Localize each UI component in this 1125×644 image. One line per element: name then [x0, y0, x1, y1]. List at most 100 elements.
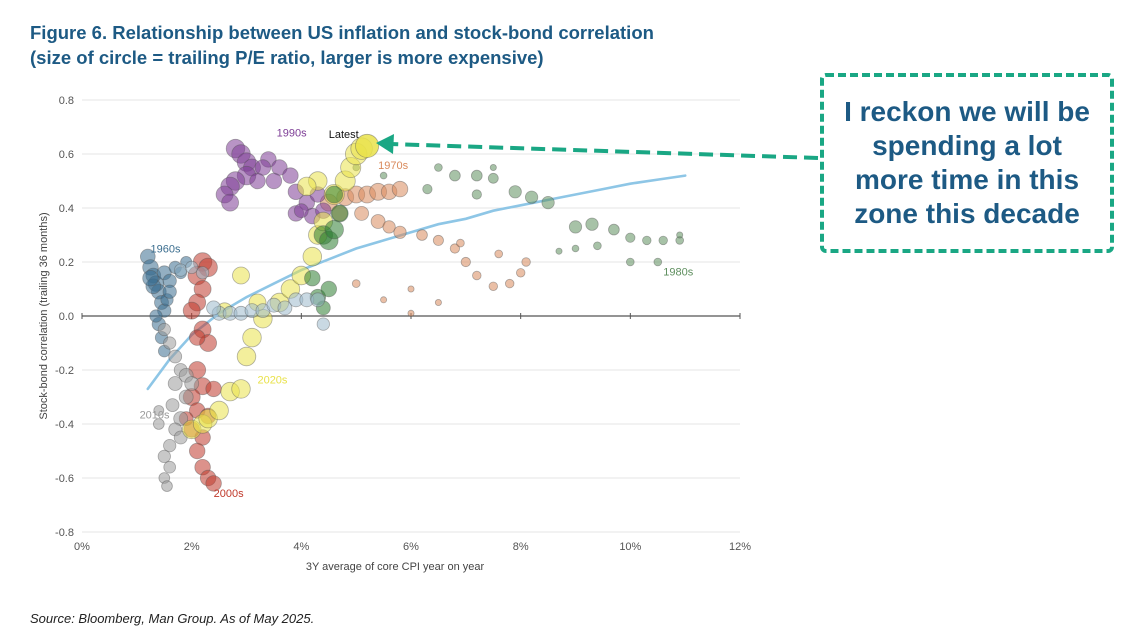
- annotation-line-1: I reckon we will be: [844, 96, 1090, 127]
- data-point: [196, 266, 210, 280]
- data-point: [391, 180, 409, 198]
- annotation-line-3: more time in this: [854, 164, 1080, 195]
- data-point: [472, 270, 482, 281]
- data-point: [325, 185, 344, 204]
- data-point: [505, 278, 515, 289]
- data-point: [393, 225, 407, 239]
- data-point: [351, 279, 361, 288]
- data-point: [304, 270, 321, 287]
- series-label: 2000s: [214, 488, 244, 500]
- data-point: [521, 257, 531, 267]
- data-point: [407, 309, 415, 317]
- data-point: [460, 256, 471, 268]
- data-point: [174, 263, 188, 277]
- data-point: [320, 280, 338, 298]
- data-point: [161, 480, 173, 492]
- data-point: [422, 184, 433, 195]
- data-point: [488, 281, 499, 292]
- data-point: [508, 185, 522, 199]
- y-tick-label: 0.4: [59, 203, 74, 215]
- data-point: [163, 460, 177, 474]
- data-point: [470, 169, 483, 182]
- data-point: [449, 243, 460, 254]
- source-note: Source: Bloomberg, Man Group. As of May …: [30, 611, 315, 626]
- data-point: [370, 214, 386, 229]
- y-tick-label: -0.4: [55, 419, 74, 431]
- data-point: [209, 400, 229, 421]
- data-point: [173, 411, 189, 427]
- y-tick-label: -0.8: [55, 527, 74, 539]
- data-point: [585, 217, 599, 231]
- data-point: [188, 442, 206, 460]
- x-axis-label: 3Y average of core CPI year on year: [306, 561, 485, 573]
- annotation-line-4: zone this decade: [854, 198, 1080, 229]
- data-point: [205, 380, 222, 398]
- data-point: [302, 246, 323, 267]
- data-point: [254, 159, 272, 176]
- y-tick-label: 0.8: [59, 95, 74, 107]
- data-point: [153, 418, 165, 430]
- data-point: [153, 405, 165, 416]
- y-axis-label: Stock-bond correlation (trailing 36 mont…: [38, 212, 50, 419]
- data-point: [379, 171, 388, 180]
- series-label: Latest: [329, 129, 359, 141]
- data-point: [658, 235, 668, 246]
- data-point: [163, 438, 177, 453]
- callout-arrow-line: [389, 142, 819, 160]
- data-point: [231, 379, 251, 399]
- axes: -0.8 -0.6 -0.4 -0.2 0.0 0.2 0.4 0.6 0.8 0% 2% 4% 6% 8…: [55, 95, 751, 553]
- data-point: [608, 223, 620, 236]
- data-point: [380, 296, 388, 304]
- data-point: [355, 133, 380, 158]
- x-tick-label: 2%: [184, 541, 200, 553]
- data-point: [625, 232, 636, 243]
- data-point: [330, 204, 349, 223]
- data-point: [249, 172, 266, 190]
- series-labels: 1960s 1970s 1980s 1990s 2000s 2010s 2020s Lates…: [140, 127, 694, 499]
- data-point: [310, 292, 326, 308]
- annotation-line-2: spending a lot: [872, 130, 1062, 161]
- data-point: [516, 268, 526, 278]
- data-point: [167, 376, 183, 391]
- data-point: [205, 475, 222, 492]
- x-tick-label: 4%: [293, 541, 309, 553]
- data-point: [541, 196, 555, 210]
- series-label: 1960s: [151, 244, 181, 256]
- data-point: [236, 346, 257, 367]
- data-point: [242, 327, 262, 348]
- data-point: [157, 449, 171, 463]
- data-point: [653, 257, 663, 267]
- data-point: [568, 220, 583, 234]
- callout-arrow-head: [376, 134, 394, 154]
- data-point: [282, 167, 299, 184]
- data-point: [185, 260, 199, 274]
- data-point: [206, 300, 222, 316]
- data-point: [416, 229, 428, 241]
- data-points: [140, 133, 684, 492]
- series-label: 1980s: [663, 267, 693, 279]
- data-point: [555, 247, 563, 255]
- annotation-text: I reckon we will be spending a lot more …: [844, 95, 1090, 231]
- y-tick-label: 0.6: [59, 149, 74, 161]
- data-point: [293, 203, 309, 219]
- data-point: [277, 300, 293, 316]
- data-point: [354, 205, 370, 221]
- data-point: [494, 249, 504, 259]
- y-tick-label: 0.2: [59, 257, 74, 269]
- data-point: [168, 349, 183, 364]
- data-point: [184, 376, 200, 391]
- data-point: [407, 285, 415, 293]
- y-tick-label: -0.2: [55, 365, 74, 377]
- data-point: [434, 298, 442, 306]
- data-point: [456, 238, 465, 248]
- x-tick-label: 0%: [74, 541, 90, 553]
- data-point: [142, 270, 159, 287]
- data-point: [642, 235, 652, 246]
- series-label: 2010s: [140, 410, 170, 422]
- data-point: [163, 336, 177, 350]
- y-tick-label: 0.0: [59, 311, 74, 323]
- data-point: [232, 266, 250, 285]
- data-point: [271, 159, 288, 176]
- data-point: [489, 163, 497, 171]
- annotation-callout-box: I reckon we will be spending a lot more …: [820, 73, 1114, 253]
